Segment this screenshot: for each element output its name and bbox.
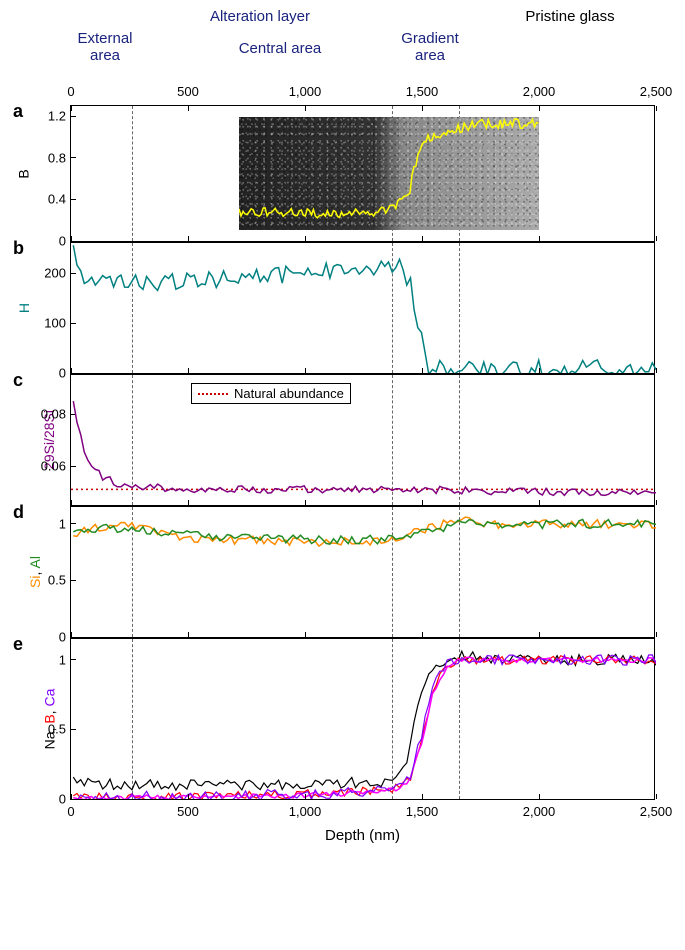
panel-c: c29Si/28Si0.060.08Natural abundance: [70, 374, 655, 506]
y-tick-label: 1: [31, 652, 66, 667]
data-series: [73, 517, 656, 546]
y-tick-label: 0: [31, 234, 66, 249]
panel-letter: c: [13, 370, 23, 391]
y-tick-label: 100: [31, 316, 66, 331]
label-gradient-area: Gradientarea: [385, 30, 475, 64]
plot-svg: [71, 375, 656, 505]
x-tick-label-top: 2,000: [523, 84, 556, 99]
y-tick-label: 0.06: [31, 459, 66, 474]
y-tick-label: 0.8: [31, 150, 66, 165]
y-axis-label: Na, B, Ca: [41, 689, 57, 750]
legend-label: Natural abundance: [234, 386, 344, 401]
label-central-area: Central area: [180, 40, 380, 57]
y-tick-label: 0: [31, 792, 66, 807]
panel-b: bH0100200: [70, 242, 655, 374]
plot-svg: [71, 639, 656, 799]
panel-letter: b: [13, 238, 24, 259]
panel-a: aB00.40.81.205001,0001,5002,0002,500: [70, 105, 655, 242]
y-tick-label: 0.4: [31, 192, 66, 207]
x-tick-label-top: 1,500: [406, 84, 439, 99]
panel-letter: a: [13, 101, 23, 122]
data-series: [73, 401, 656, 495]
y-tick-label: 0: [31, 630, 66, 645]
plot-svg: [71, 243, 656, 373]
y-axis-label: B: [16, 169, 32, 178]
x-tick-label: 500: [177, 804, 199, 819]
panels-container: aB00.40.81.205001,0001,5002,0002,500bH01…: [10, 105, 675, 940]
label-external-area: Externalarea: [60, 30, 150, 64]
x-tick-label: 2,000: [523, 804, 556, 819]
data-series: [73, 656, 656, 799]
panel-e: eNa, B, Ca00.5105001,0001,5002,0002,500D…: [70, 638, 655, 800]
data-series: [73, 657, 656, 799]
label-alteration-layer: Alteration layer: [70, 8, 450, 25]
y-tick-label: 0.5: [31, 722, 66, 737]
y-tick-label: 0.5: [31, 573, 66, 588]
x-tick-label-top: 500: [177, 84, 199, 99]
x-tick-label: 1,000: [289, 804, 322, 819]
y-tick-label: 0.08: [31, 407, 66, 422]
x-axis-label: Depth (nm): [325, 827, 400, 844]
data-series: [73, 245, 656, 373]
x-tick-label-top: 0: [67, 84, 74, 99]
data-series: [73, 655, 656, 799]
depth-profile-figure: Alteration layer Pristine glass External…: [10, 10, 675, 940]
legend: Natural abundance: [191, 383, 351, 404]
inset-image: [239, 117, 539, 230]
y-tick-label: 1: [31, 516, 66, 531]
data-series: [73, 651, 656, 790]
label-pristine-glass: Pristine glass: [490, 8, 650, 25]
region-labels: Alteration layer Pristine glass External…: [70, 10, 655, 80]
x-tick-label: 1,500: [406, 804, 439, 819]
y-tick-label: 0: [31, 366, 66, 381]
x-tick-label-top: 2,500: [640, 84, 673, 99]
x-tick-label-top: 1,000: [289, 84, 322, 99]
x-tick-label: 0: [67, 804, 74, 819]
y-axis-label: H: [16, 303, 32, 313]
panel-d: dSi, Al00.51: [70, 506, 655, 638]
y-tick-label: 1.2: [31, 109, 66, 124]
plot-svg: [71, 507, 656, 637]
panel-letter: e: [13, 634, 23, 655]
x-tick-label: 2,500: [640, 804, 673, 819]
panel-letter: d: [13, 502, 24, 523]
y-tick-label: 200: [31, 266, 66, 281]
